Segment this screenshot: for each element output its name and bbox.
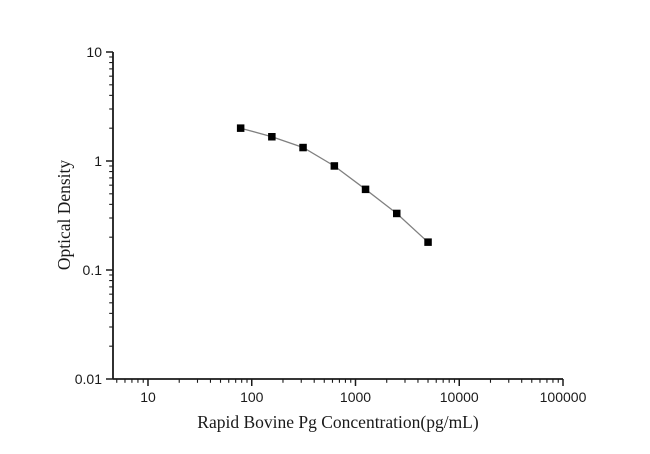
- x-tick-label: 100000: [540, 389, 587, 405]
- y-tick-label: 10: [86, 44, 102, 60]
- x-tick-label: 10: [140, 389, 156, 405]
- y-tick-label: 0.1: [83, 262, 103, 278]
- x-tick-label: 10000: [440, 389, 479, 405]
- y-tick-label: 0.01: [75, 371, 102, 387]
- data-point-marker: [330, 162, 339, 170]
- x-tick-label: 1000: [340, 389, 371, 405]
- data-point-marker: [361, 185, 370, 194]
- data-point-marker: [236, 124, 245, 132]
- data-point-marker: [268, 133, 276, 141]
- y-tick-label: 1: [94, 153, 102, 169]
- data-point-marker: [393, 209, 401, 218]
- data-point-marker: [424, 238, 432, 246]
- x-tick-label: 100: [240, 389, 264, 405]
- x-axis-title: Rapid Bovine Pg Concentration(pg/mL): [197, 412, 479, 432]
- series-line: [240, 127, 429, 243]
- data-point-marker: [299, 143, 307, 152]
- y-axis-title: Optical Density: [54, 159, 74, 271]
